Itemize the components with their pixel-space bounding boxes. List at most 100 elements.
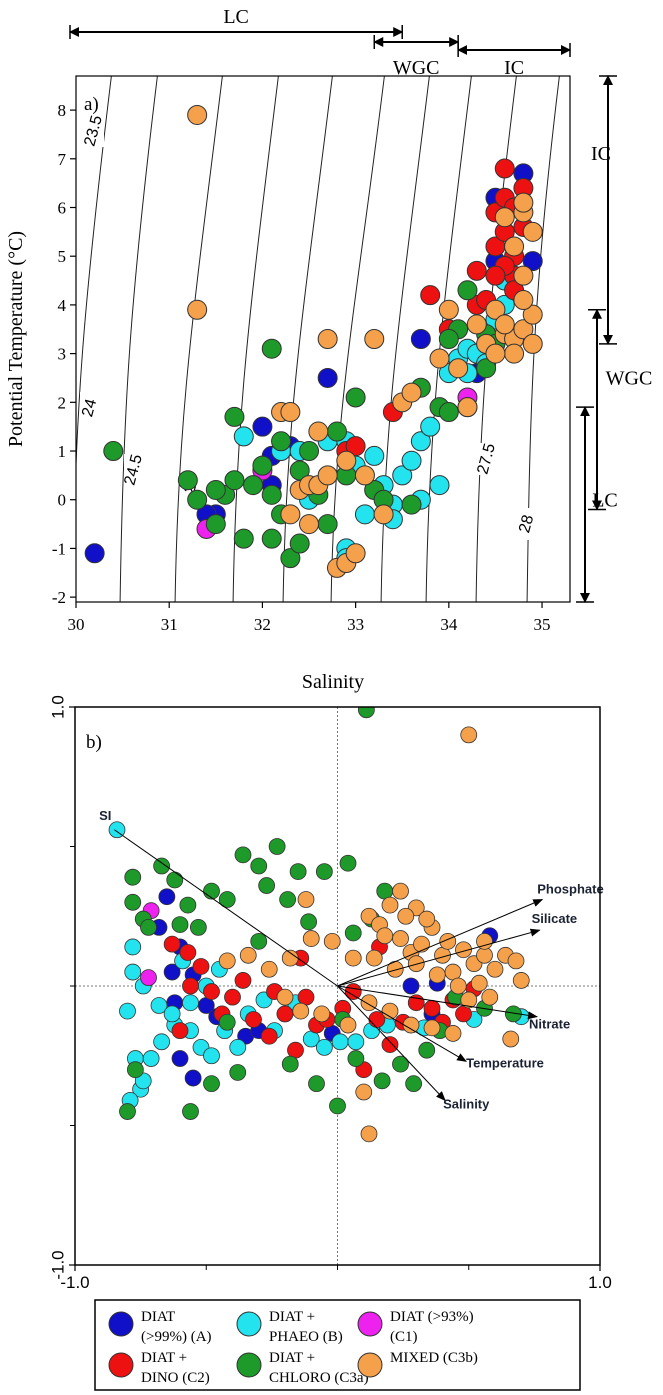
ts-point-mixed_c3b [513, 319, 534, 340]
rda-point-diat_chloro_c3a [119, 1103, 136, 1120]
ts-point-diat_phaeo_b [429, 475, 450, 496]
rda-point-diat_chloro_c3a [179, 896, 197, 914]
rda-point-diat_phaeo_b [347, 1033, 365, 1051]
rda-point-mixed_c3b [428, 966, 446, 984]
ts-point-diat_chloro_c3a [205, 479, 226, 500]
ts-point-diat_a [84, 543, 105, 564]
legend-label-line1: DIAT + [269, 1309, 315, 1325]
rda-vector-temperature [337, 985, 467, 1062]
ts-y-tick-label: -2 [52, 588, 66, 607]
ts-y-tick-label: 7 [58, 150, 67, 169]
rda-point-diat_chloro_c3a [308, 1075, 325, 1093]
ts-x-tick-label: 34 [440, 615, 458, 634]
rda-point-diat_a [402, 977, 420, 995]
rda-point-mixed_c3b [365, 949, 383, 967]
rda-y-tick-label-min: -1.0 [48, 1250, 67, 1279]
ts-point-mixed_c3b [466, 314, 487, 335]
rda-point-diat_dino_c2 [182, 977, 199, 995]
ts-y-tick-label: 3 [58, 345, 67, 364]
rda-point-diat_chloro_c3a [171, 916, 189, 934]
ts-point-mixed_c3b [522, 333, 543, 354]
ts-point-diat_chloro_c3a [401, 494, 422, 515]
contour-label: 28 [516, 513, 537, 535]
rda-point-mixed_c3b [355, 1083, 373, 1101]
rda-point-diat_dino_c2 [179, 944, 197, 961]
rda-point-mixed_c3b [360, 994, 378, 1012]
ts-point-diat_chloro_c3a [103, 441, 124, 462]
ts-y-axis: -2 -1 0 1 2 3 4 5 6 7 8 [52, 101, 76, 607]
rda-point-diat_chloro_c3a [373, 1072, 391, 1090]
rda-point-mixed_c3b [470, 974, 488, 992]
ts-point-mixed_c3b [522, 304, 543, 325]
ts-point-diat_chloro_c3a [280, 548, 301, 569]
rda-point-diat_chloro_c3a [405, 1075, 423, 1093]
ts-point-diat_dino_c2 [466, 260, 487, 281]
rda-point-mixed_c3b [444, 1025, 462, 1042]
ts-point-diat_dino_c2 [485, 265, 506, 286]
ts-point-diat_dino_c2 [345, 436, 366, 457]
rda-point-diat_chloro_c3a [218, 891, 236, 908]
rda-point-mixed_c3b [313, 1005, 331, 1023]
rda-point-diat_chloro_c3a [189, 919, 207, 936]
rda-point-diat_chloro_c3a [218, 1013, 236, 1031]
ts-point-mixed_c3b [494, 207, 515, 228]
rda-point-diat_chloro_c3a [418, 1041, 436, 1059]
ts-point-mixed_c3b [280, 402, 301, 423]
rda-environment-vectors: SI Phosphate Silicate Nitrate Temperature Sal… [99, 808, 604, 1112]
rda-point-mixed_c3b [418, 910, 436, 928]
ts-point-mixed_c3b [317, 329, 338, 349]
rda-y-tick-label-max: 1.0 [48, 695, 67, 719]
rda-point-diat_chloro_c3a [281, 1055, 299, 1073]
rda-point-diat_chloro_c3a [289, 863, 307, 881]
ts-point-diat_chloro_c3a [205, 514, 226, 535]
ts-point-mixed_c3b [187, 104, 208, 125]
ts-plot-frame [75, 75, 571, 603]
ts-x-tick-label: 35 [534, 615, 551, 634]
rda-point-mixed_c3b [381, 896, 399, 914]
ts-point-mixed_c3b [485, 299, 506, 320]
rda-point-diat_phaeo_b [153, 1033, 171, 1051]
ts-point-diat_chloro_c3a [261, 528, 282, 549]
rda-point-diat_phaeo_b [119, 1002, 136, 1020]
ts-point-diat_chloro_c3a [438, 329, 459, 349]
ts-scatter-points [84, 104, 543, 578]
legend-box [94, 1299, 581, 1391]
rda-vector-silicate [337, 928, 541, 987]
rda-point-diat_chloro_c3a [250, 932, 268, 950]
ts-point-diat_chloro_c3a [224, 406, 245, 427]
contour-label-bg [124, 454, 144, 486]
rda-point-diat_a [184, 1069, 202, 1087]
water-mass-label-lc: LC [223, 6, 249, 28]
rda-x-tick-label-min: -1.0 [60, 1273, 89, 1292]
legend-swatch-mixed_c3b [357, 1352, 383, 1378]
rda-point-mixed_c3b [376, 927, 394, 945]
rda-point-mixed_c3b [502, 1030, 520, 1048]
rda-point-mixed_c3b [460, 726, 478, 744]
ts-point-mixed_c3b [513, 290, 534, 311]
rda-point-diat_chloro_c3a [153, 857, 171, 875]
ts-point-diat_chloro_c3a [261, 484, 282, 505]
water-mass-top-arrows: LC WGC IC [69, 6, 571, 79]
legend-swatch-diat_c1 [357, 1311, 383, 1337]
ts-point-mixed_c3b [280, 504, 301, 525]
rda-point-diat_chloro_c3a [268, 838, 286, 855]
rda-point-diat_phaeo_b [331, 1033, 349, 1051]
rda-point-diat_c1 [140, 969, 157, 987]
ts-x-tick-label: 32 [254, 615, 271, 634]
ts-point-mixed_c3b [438, 299, 459, 320]
rda-biplot-panel: SI Phosphate Silicate Nitrate Temperature Sal… [48, 695, 611, 1292]
water-mass-right-label-ic: IC [591, 143, 611, 165]
contour-label-bg [477, 443, 497, 475]
legend-label-line1: DIAT [141, 1309, 175, 1325]
ts-point-diat_chloro_c3a [476, 358, 497, 379]
rda-scatter-points [108, 707, 530, 1143]
rda-point-diat_dino_c2 [171, 1022, 189, 1040]
ts-point-diat_dino_c2 [494, 158, 515, 179]
rda-point-mixed_c3b [276, 988, 294, 1006]
rda-point-mixed_c3b [339, 1016, 357, 1034]
ts-point-mixed_c3b [485, 343, 506, 364]
legend-label-line1: DIAT (>93%) [390, 1309, 474, 1325]
ts-x-tick-label: 31 [161, 615, 178, 634]
legend-label-line2: (>99%) (A) [141, 1329, 212, 1345]
rda-point-mixed_c3b [239, 946, 257, 964]
